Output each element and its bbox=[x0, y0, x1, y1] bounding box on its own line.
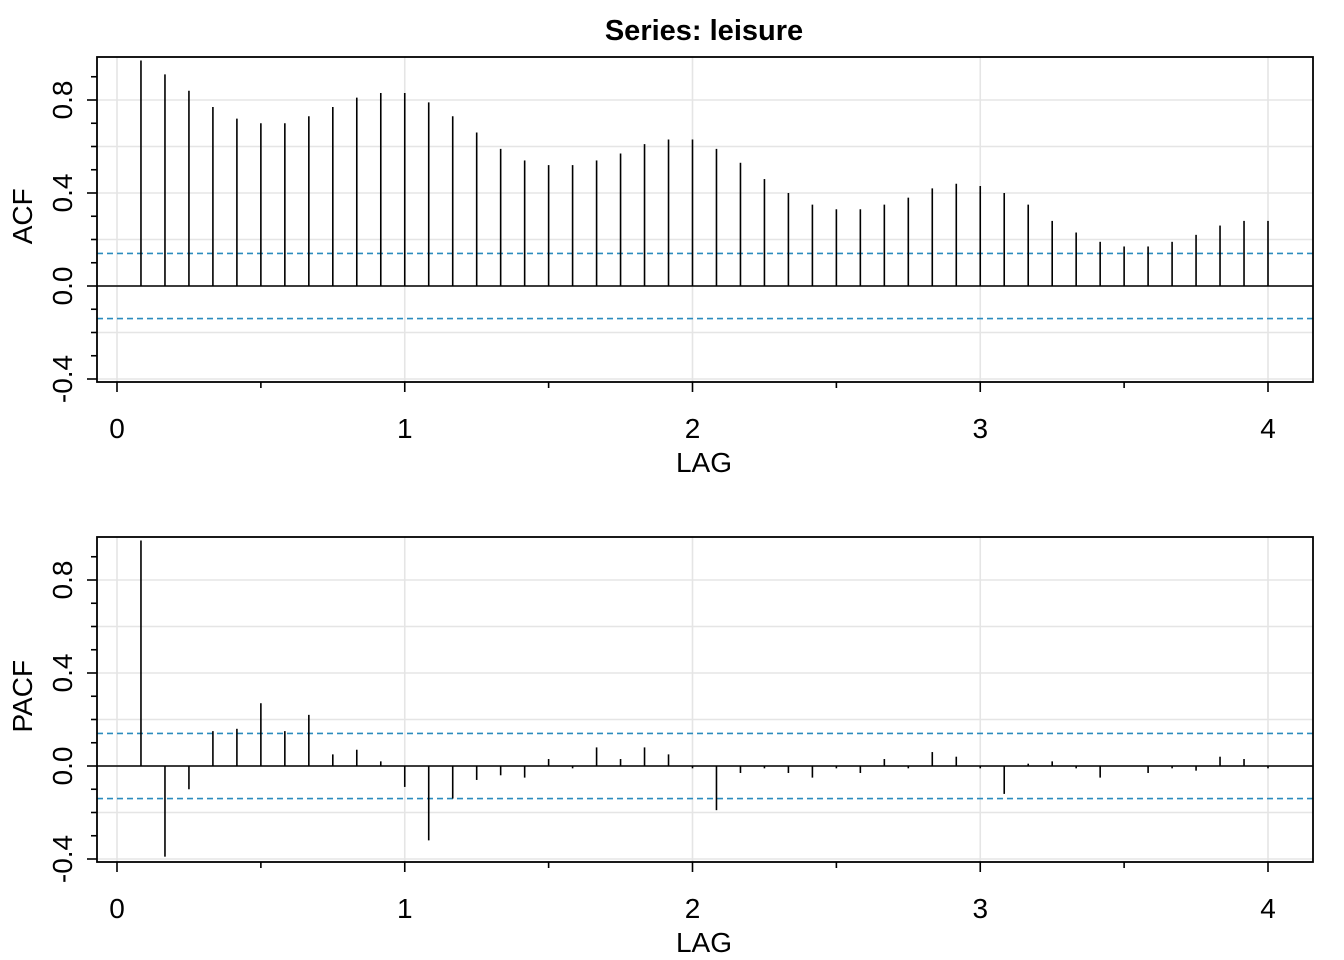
gridlines bbox=[97, 537, 1313, 862]
y-tick-label: 0.4 bbox=[47, 654, 78, 693]
plot-frame bbox=[96, 56, 1314, 383]
plot-frame bbox=[96, 536, 1314, 863]
y-tick-label: 0.0 bbox=[47, 747, 78, 786]
x-axis-title: LAG bbox=[676, 447, 732, 478]
x-tick-label: 2 bbox=[685, 413, 701, 444]
chart-title: Series: leisure bbox=[605, 15, 803, 47]
x-tick-label: 2 bbox=[685, 893, 701, 924]
y-axis-title: PACF bbox=[7, 660, 38, 733]
x-axis-title: LAG bbox=[676, 927, 732, 958]
x-tick-label: 1 bbox=[397, 893, 413, 924]
x-tick-label: 4 bbox=[1260, 413, 1276, 444]
y-tick-label: 0.4 bbox=[47, 174, 78, 213]
x-tick-label: 3 bbox=[972, 893, 988, 924]
y-tick-label: 0.8 bbox=[47, 561, 78, 600]
acf-panel: 0 1 2 3 4 -0.4 0.0 0.4 0.8 LAG ACF bbox=[7, 56, 1314, 478]
x-tick-label: 4 bbox=[1260, 893, 1276, 924]
gridlines bbox=[97, 57, 1313, 382]
y-tick-label: 0.8 bbox=[47, 81, 78, 120]
x-tick-label: 0 bbox=[109, 893, 125, 924]
y-tick-label: -0.4 bbox=[47, 835, 78, 883]
spikes bbox=[140, 540, 1269, 857]
y-tick-label: 0.0 bbox=[47, 267, 78, 306]
x-tick-label: 1 bbox=[397, 413, 413, 444]
y-tick-label: -0.4 bbox=[47, 355, 78, 403]
pacf-panel: 0 1 2 3 4 -0.4 0.0 0.4 0.8 LAG PACF bbox=[7, 536, 1314, 958]
y-axis-title: ACF bbox=[7, 188, 38, 244]
spikes bbox=[140, 60, 1269, 286]
x-tick-label: 3 bbox=[972, 413, 988, 444]
x-tick-label: 0 bbox=[109, 413, 125, 444]
